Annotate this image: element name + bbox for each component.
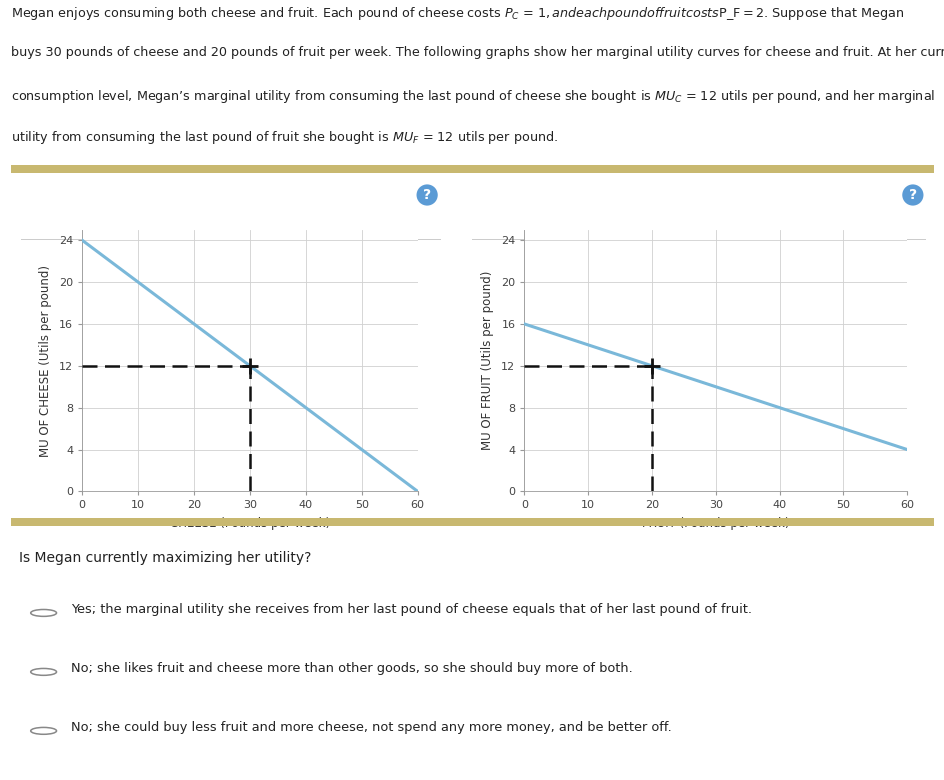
X-axis label: CHEESE (Pounds per week): CHEESE (Pounds per week) (170, 517, 329, 530)
Text: buys 30 pounds of cheese and 20 pounds of fruit per week. The following graphs s: buys 30 pounds of cheese and 20 pounds o… (11, 47, 944, 59)
Text: Megan enjoys consuming both cheese and fruit. Each pound of cheese costs $P_C$ =: Megan enjoys consuming both cheese and f… (11, 5, 903, 23)
Text: Yes; the marginal utility she receives from her last pound of cheese equals that: Yes; the marginal utility she receives f… (71, 603, 751, 616)
Text: utility from consuming the last pound of fruit she bought is $MU_F$ = 12 utils p: utility from consuming the last pound of… (11, 129, 558, 146)
Y-axis label: MU OF FRUIT (Utils per pound): MU OF FRUIT (Utils per pound) (480, 271, 494, 450)
Text: No; she could buy less fruit and more cheese, not spend any more money, and be b: No; she could buy less fruit and more ch… (71, 721, 671, 734)
Text: consumption level, Megan’s marginal utility from consuming the last pound of che: consumption level, Megan’s marginal util… (11, 87, 935, 105)
Y-axis label: MU OF CHEESE (Utils per pound): MU OF CHEESE (Utils per pound) (39, 264, 52, 456)
Circle shape (30, 609, 57, 616)
X-axis label: FRUIT (Pounds per week): FRUIT (Pounds per week) (641, 517, 789, 530)
Text: Is Megan currently maximizing her utility?: Is Megan currently maximizing her utilit… (19, 551, 311, 565)
Text: ?: ? (423, 188, 430, 202)
Circle shape (30, 728, 57, 734)
FancyBboxPatch shape (11, 518, 933, 526)
FancyBboxPatch shape (11, 165, 933, 173)
Text: No; she likes fruit and cheese more than other goods, so she should buy more of : No; she likes fruit and cheese more than… (71, 662, 632, 675)
Text: ?: ? (908, 188, 916, 202)
Circle shape (30, 668, 57, 675)
